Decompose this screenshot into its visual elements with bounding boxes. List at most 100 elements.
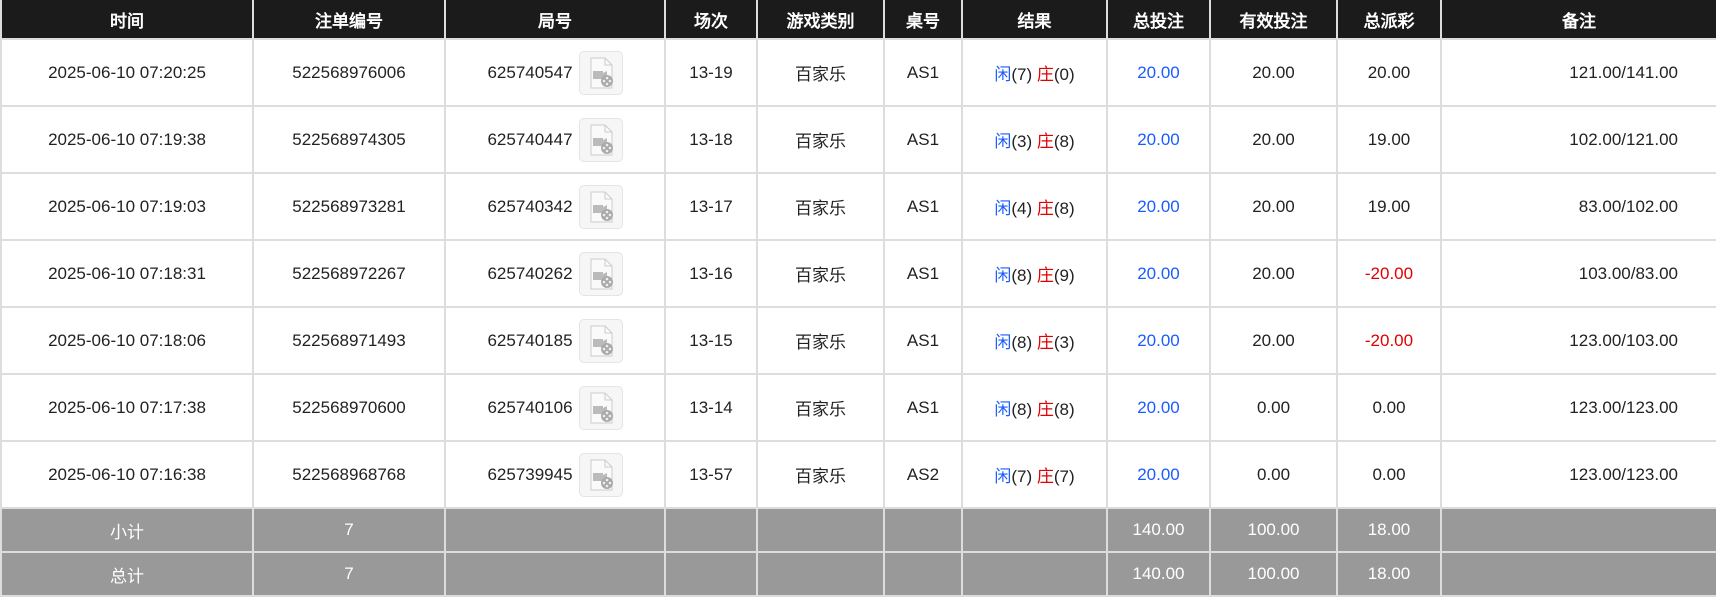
header-table-no[interactable]: 桌号 [883,0,963,40]
bet-id-cell: 522568970600 [252,373,446,442]
header-row: 时间 注单编号 局号 场次 游戏类别 桌号 结果 总投注 有效投注 总派彩 备注 [0,0,1716,40]
round-number: 625740106 [487,397,573,417]
banker-points: (0) [1053,65,1075,84]
summary-valid-bet: 100.00 [1209,507,1338,553]
video-file-icon[interactable] [578,318,623,363]
video-file-icon[interactable] [578,117,623,162]
header-round[interactable]: 局号 [444,0,666,40]
total-bet-cell[interactable]: 20.00 [1106,373,1211,442]
table-row: 2025-06-10 07:18:06 522568971493 6257401… [0,306,1716,375]
table-row: 2025-06-10 07:17:38 522568970600 6257401… [0,373,1716,442]
remark-cell: 103.00/83.00 [1440,239,1716,308]
bet-id-cell: 522568974305 [252,105,446,174]
total-bet-cell[interactable]: 20.00 [1106,172,1211,241]
result-cell: 闲(8) 庄(3) [961,306,1108,375]
table-no-cell: AS1 [883,172,963,241]
round-number: 625740185 [487,330,573,350]
header-remark[interactable]: 备注 [1440,0,1716,40]
table-no-cell: AS1 [883,373,963,442]
player-points: (7) [1011,65,1033,84]
banker-label: 庄 [1036,266,1054,285]
table-no-cell: AS1 [883,105,963,174]
player-points: (3) [1011,132,1033,151]
time-cell: 2025-06-10 07:19:38 [0,105,254,174]
round-number: 625739945 [487,464,573,484]
player-points: (8) [1011,333,1033,352]
table-row: 2025-06-10 07:16:38 522568968768 6257399… [0,440,1716,509]
game-type-cell: 百家乐 [756,306,885,375]
header-shoe[interactable]: 场次 [664,0,758,40]
header-time[interactable]: 时间 [0,0,254,40]
round-number: 625740342 [487,196,573,216]
header-game-type[interactable]: 游戏类别 [756,0,885,40]
player-label: 闲 [994,199,1012,218]
round-number: 625740262 [487,263,573,283]
summary-valid-bet: 100.00 [1209,551,1338,597]
total-bet-cell[interactable]: 20.00 [1106,105,1211,174]
summary-row: 小计 7 140.00 100.00 18.00 [0,507,1716,553]
payout-cell: 19.00 [1336,172,1442,241]
total-bet-cell[interactable]: 20.00 [1106,306,1211,375]
player-label: 闲 [994,132,1012,151]
total-bet-cell[interactable]: 20.00 [1106,38,1211,107]
time-cell: 2025-06-10 07:20:25 [0,38,254,107]
time-cell: 2025-06-10 07:17:38 [0,373,254,442]
remark-cell: 121.00/141.00 [1440,38,1716,107]
round-cell: 625740185 [444,306,666,375]
result-cell: 闲(7) 庄(0) [961,38,1108,107]
video-file-icon[interactable] [578,251,623,296]
time-cell: 2025-06-10 07:18:06 [0,306,254,375]
banker-label: 庄 [1036,65,1054,84]
result-cell: 闲(8) 庄(9) [961,239,1108,308]
banker-label: 庄 [1036,333,1054,352]
header-result[interactable]: 结果 [961,0,1108,40]
table-no-cell: AS1 [883,38,963,107]
banker-label: 庄 [1036,199,1054,218]
header-valid-bet[interactable]: 有效投注 [1209,0,1338,40]
summary-count: 7 [252,507,446,553]
shoe-cell: 13-18 [664,105,758,174]
video-file-icon[interactable] [578,50,623,95]
remark-cell: 123.00/123.00 [1440,373,1716,442]
banker-points: (8) [1053,400,1075,419]
game-type-cell: 百家乐 [756,172,885,241]
banker-points: (7) [1053,467,1075,486]
payout-cell: 0.00 [1336,440,1442,509]
game-type-cell: 百家乐 [756,105,885,174]
remark-cell: 102.00/121.00 [1440,105,1716,174]
video-file-icon[interactable] [578,385,623,430]
game-type-cell: 百家乐 [756,38,885,107]
total-bet-cell[interactable]: 20.00 [1106,239,1211,308]
round-cell: 625740547 [444,38,666,107]
header-bet-id[interactable]: 注单编号 [252,0,446,40]
bet-id-cell: 522568968768 [252,440,446,509]
empty-cell [961,507,1108,553]
player-label: 闲 [994,65,1012,84]
video-file-icon[interactable] [578,452,623,497]
banker-label: 庄 [1036,400,1054,419]
payout-cell: 19.00 [1336,105,1442,174]
player-points: (7) [1011,467,1033,486]
game-type-cell: 百家乐 [756,239,885,308]
shoe-cell: 13-16 [664,239,758,308]
player-points: (8) [1011,266,1033,285]
header-total-bet[interactable]: 总投注 [1106,0,1211,40]
bet-id-cell: 522568971493 [252,306,446,375]
valid-bet-cell: 20.00 [1209,306,1338,375]
video-file-icon[interactable] [578,184,623,229]
remark-cell: 83.00/102.00 [1440,172,1716,241]
empty-cell [756,507,885,553]
total-bet-cell[interactable]: 20.00 [1106,440,1211,509]
bet-id-cell: 522568973281 [252,172,446,241]
valid-bet-cell: 0.00 [1209,373,1338,442]
valid-bet-cell: 0.00 [1209,440,1338,509]
payout-cell: -20.00 [1336,239,1442,308]
summary-total-bet: 140.00 [1106,551,1211,597]
player-points: (8) [1011,400,1033,419]
table-row: 2025-06-10 07:20:25 522568976006 6257405… [0,38,1716,107]
game-type-cell: 百家乐 [756,373,885,442]
player-label: 闲 [994,400,1012,419]
empty-cell [883,507,963,553]
header-payout[interactable]: 总派彩 [1336,0,1442,40]
summary-payout: 18.00 [1336,507,1442,553]
